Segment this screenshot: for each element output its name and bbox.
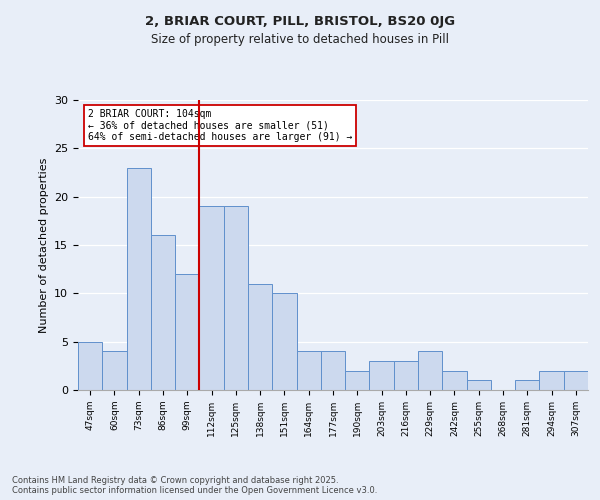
Bar	[370, 361, 394, 390]
Bar	[442, 370, 467, 390]
Bar	[418, 352, 442, 390]
Bar	[199, 206, 224, 390]
Text: Size of property relative to detached houses in Pill: Size of property relative to detached ho…	[151, 32, 449, 46]
Bar	[467, 380, 491, 390]
Bar	[345, 370, 370, 390]
Bar	[102, 352, 127, 390]
Bar	[224, 206, 248, 390]
Bar	[175, 274, 199, 390]
Bar	[321, 352, 345, 390]
Text: Contains HM Land Registry data © Crown copyright and database right 2025.
Contai: Contains HM Land Registry data © Crown c…	[12, 476, 377, 495]
Text: 2, BRIAR COURT, PILL, BRISTOL, BS20 0JG: 2, BRIAR COURT, PILL, BRISTOL, BS20 0JG	[145, 15, 455, 28]
Bar	[515, 380, 539, 390]
Y-axis label: Number of detached properties: Number of detached properties	[38, 158, 49, 332]
Bar	[272, 294, 296, 390]
Bar	[296, 352, 321, 390]
Bar	[248, 284, 272, 390]
Bar	[394, 361, 418, 390]
Bar	[539, 370, 564, 390]
Bar	[151, 236, 175, 390]
Bar	[127, 168, 151, 390]
Text: 2 BRIAR COURT: 104sqm
← 36% of detached houses are smaller (51)
64% of semi-deta: 2 BRIAR COURT: 104sqm ← 36% of detached …	[88, 108, 353, 142]
Bar	[564, 370, 588, 390]
Bar	[78, 342, 102, 390]
